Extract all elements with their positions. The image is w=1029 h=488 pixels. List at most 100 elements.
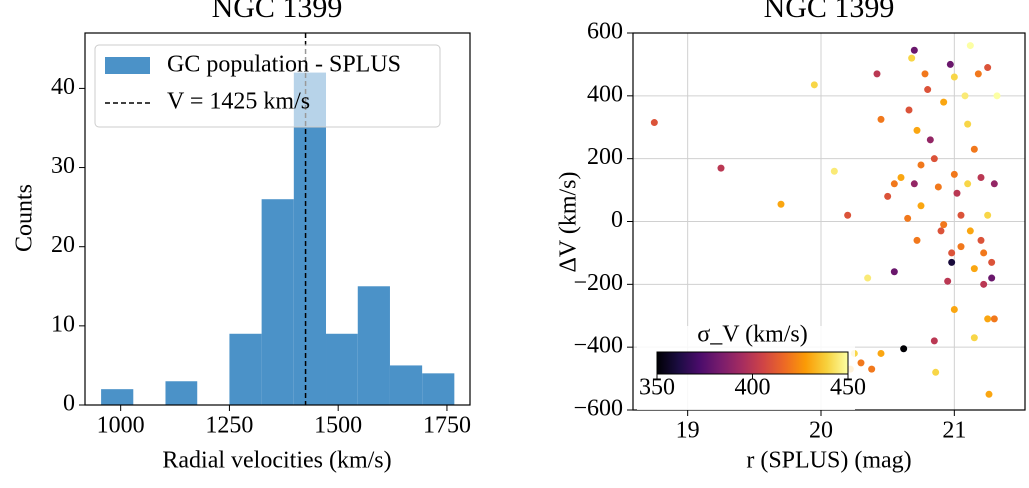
point: [937, 227, 945, 235]
point: [984, 211, 992, 219]
point: [977, 236, 985, 244]
bar: [229, 333, 262, 405]
bar: [422, 373, 455, 405]
point: [873, 70, 881, 78]
bar: [101, 389, 134, 405]
point: [940, 98, 948, 106]
point: [961, 92, 969, 100]
chart-title: NGC 1399: [212, 0, 343, 24]
point: [950, 305, 958, 313]
point: [970, 334, 978, 342]
point: [921, 70, 929, 78]
point: [810, 81, 818, 89]
point: [984, 64, 992, 72]
y-tick-label: 10: [51, 311, 75, 337]
bar: [389, 365, 423, 405]
point: [913, 236, 921, 244]
point: [966, 42, 974, 50]
point: [890, 180, 898, 188]
point: [993, 92, 1001, 100]
point: [868, 365, 876, 373]
plot-area: [101, 72, 455, 405]
y-tick-label: 0: [63, 391, 75, 417]
point: [953, 189, 961, 197]
point: [990, 180, 998, 188]
y-axis-label: ΔV (km/s): [556, 172, 582, 273]
bar: [293, 72, 327, 405]
axes-frame: [84, 32, 471, 406]
x-tick-label: 21: [942, 418, 966, 444]
point: [650, 119, 658, 127]
y-tick-label: 20: [51, 232, 75, 258]
y-tick-label: 600: [587, 19, 623, 45]
point: [946, 60, 954, 68]
point: [910, 46, 918, 54]
point: [908, 54, 916, 62]
bar: [326, 333, 358, 405]
y-axis-label: Counts: [12, 184, 38, 252]
point: [970, 265, 978, 273]
y-tick-label: 0: [611, 207, 623, 233]
legend-box: [94, 44, 441, 128]
point: [957, 243, 965, 251]
bar: [165, 381, 198, 405]
bar: [357, 286, 390, 405]
point: [948, 258, 956, 266]
point: [950, 170, 958, 178]
point: [905, 106, 913, 114]
legend-label: GC population - SPLUS: [167, 52, 401, 78]
point: [940, 221, 948, 229]
x-tick-label: 1500: [314, 413, 362, 439]
point: [980, 280, 988, 288]
point: [974, 70, 982, 78]
colorbar-tick-label: 450: [830, 375, 866, 401]
point: [926, 136, 934, 144]
colorbar-tick-label: 350: [639, 375, 675, 401]
point: [988, 274, 996, 282]
point: [977, 174, 985, 182]
point: [966, 227, 974, 235]
point: [980, 249, 988, 257]
y-tick-label: 400: [587, 81, 623, 107]
point: [777, 200, 785, 208]
point: [950, 73, 958, 81]
point: [830, 167, 838, 175]
point: [844, 211, 852, 219]
y-tick-label: 200: [587, 144, 623, 170]
point: [924, 86, 932, 94]
point: [897, 174, 905, 182]
point: [948, 249, 956, 257]
colorbar-tick-label: 400: [735, 375, 771, 401]
point: [884, 192, 892, 200]
legend-label: V = 1425 km/s: [167, 89, 310, 115]
point: [930, 155, 938, 163]
point: [913, 126, 921, 134]
x-tick-label: 20: [809, 418, 833, 444]
x-tick-label: 1250: [205, 413, 253, 439]
point: [964, 120, 972, 128]
point: [717, 164, 725, 172]
point: [890, 268, 898, 276]
point: [957, 211, 965, 219]
point: [864, 274, 872, 282]
point: [988, 258, 996, 266]
chart-title: NGC 1399: [764, 0, 895, 24]
x-axis-label: r (SPLUS) (mag): [746, 448, 911, 474]
colorbar-label: σ_V (km/s): [697, 322, 808, 348]
point: [990, 315, 998, 323]
point: [985, 390, 993, 398]
point: [917, 202, 925, 210]
point: [934, 183, 942, 191]
y-tick-label: 30: [51, 153, 75, 179]
point: [984, 315, 992, 323]
point: [944, 277, 952, 285]
x-tick-label: 1000: [97, 413, 145, 439]
point: [877, 115, 885, 123]
bar: [261, 199, 294, 405]
y-tick-label: −400: [573, 333, 623, 359]
colorbar: [656, 351, 849, 375]
y-tick-label: −600: [573, 396, 623, 422]
point: [877, 349, 885, 357]
point: [900, 345, 908, 353]
